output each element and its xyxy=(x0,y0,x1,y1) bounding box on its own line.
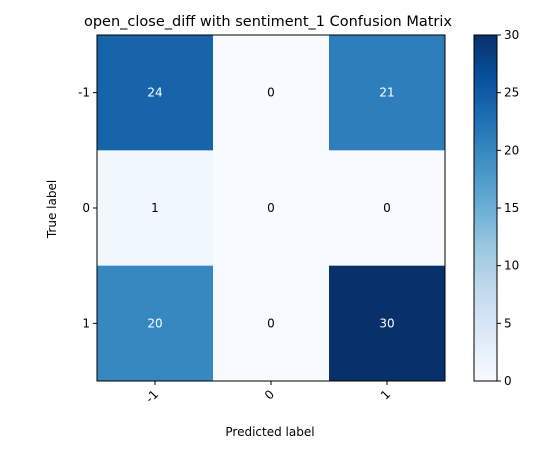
colorbar-tick-label: 30 xyxy=(504,28,519,42)
cell-value-label: 0 xyxy=(267,201,275,215)
y-axis-label: True label xyxy=(45,180,59,239)
x-tick-label: -1 xyxy=(143,387,161,405)
x-axis-label: Predicted label xyxy=(225,425,314,439)
colorbar-tick-label: 20 xyxy=(504,143,519,157)
cell-value-label: 24 xyxy=(147,86,162,100)
colorbar-tick-label: 5 xyxy=(504,316,512,330)
cell-value-label: 20 xyxy=(147,316,162,330)
y-tick-label: -1 xyxy=(78,86,90,100)
heatmap-cells: 24 0 21 1 0 0 20 0 30 xyxy=(97,35,446,382)
chart-title: open_close_diff with sentiment_1 Confusi… xyxy=(84,14,452,30)
x-tick-label: 0 xyxy=(262,387,277,402)
cell-value-label: 0 xyxy=(267,86,275,100)
x-tick-label: 1 xyxy=(378,387,393,402)
cell-value-label: 21 xyxy=(379,86,394,100)
cell-value-label: 30 xyxy=(379,316,394,330)
colorbar-tick-label: 10 xyxy=(504,259,519,273)
colorbar xyxy=(474,35,497,381)
cell-value-label: 0 xyxy=(267,316,275,330)
colorbar-tick-label: 25 xyxy=(504,86,519,100)
colorbar-tick-label: 15 xyxy=(504,201,519,215)
cell-value-label: 1 xyxy=(151,201,159,215)
y-tick-label: 0 xyxy=(82,201,90,215)
colorbar-tick-label: 0 xyxy=(504,374,512,388)
colorbar-ticks: 0 5 10 15 20 25 30 xyxy=(497,28,519,388)
cell-value-label: 0 xyxy=(383,201,391,215)
y-tick-label: 1 xyxy=(82,316,90,330)
